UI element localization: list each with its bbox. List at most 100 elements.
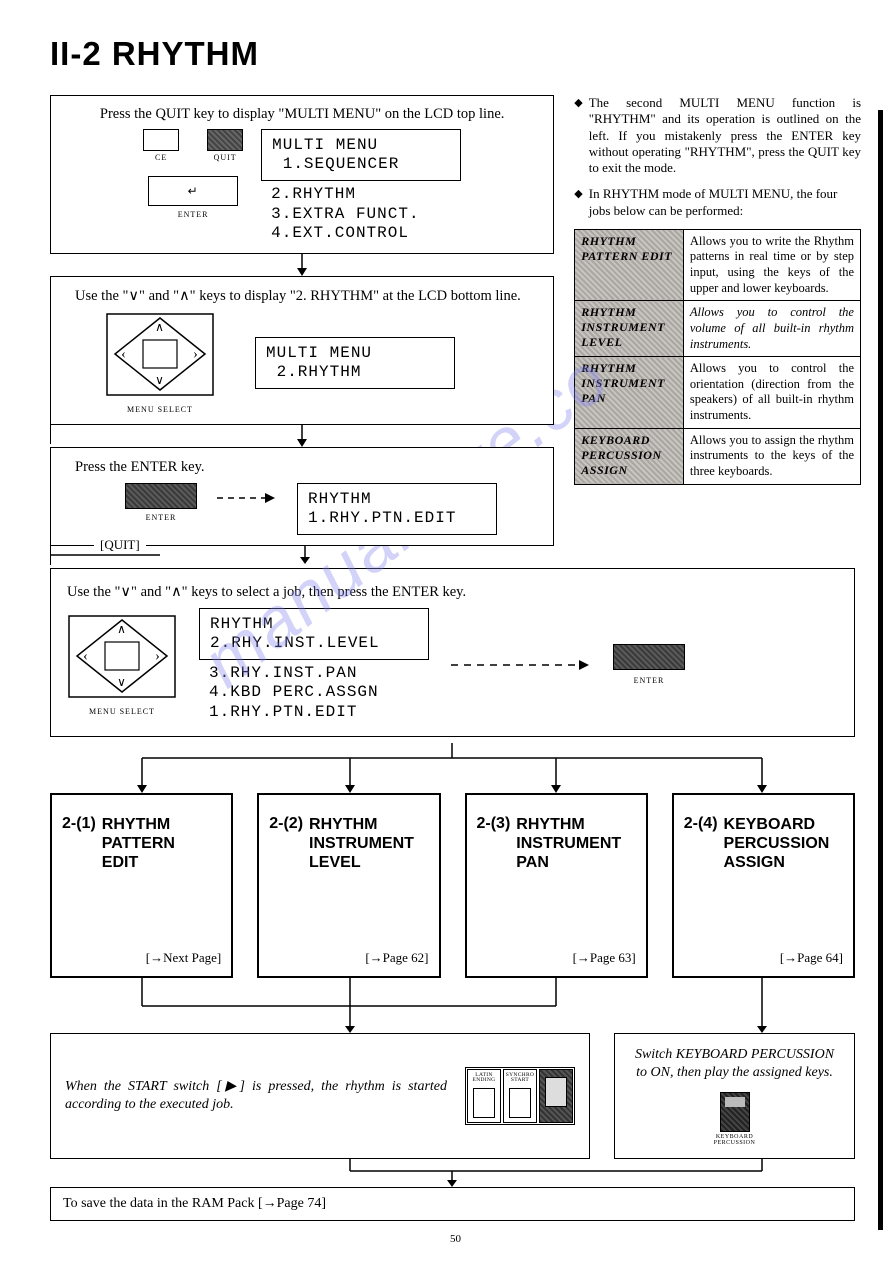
- svg-text:∨: ∨: [117, 675, 127, 689]
- branch-connector-icon: [50, 743, 855, 793]
- navpad-icon: ∧ ∨ ‹ ›: [67, 614, 177, 699]
- switch-2: SYNCHRO START: [503, 1069, 537, 1123]
- page-edge-bar: [878, 110, 883, 1230]
- job-label: RHYTHM PATTERN EDIT: [575, 229, 684, 301]
- step4-nav-label: MENU SELECT: [89, 707, 155, 716]
- step1-lcd-box: MULTI MENU 1.SEQUENCER: [261, 129, 461, 181]
- step3-lcd-box: RHYTHM 1.RHY.PTN.EDIT: [297, 483, 497, 535]
- side-para-1: ◆ The second MULTI MENU function is "RHY…: [574, 95, 861, 176]
- arrow-down-2: [50, 425, 554, 447]
- option-box-3: 2-(3) RHYTHM INSTRUMENT PAN [→Page 63]: [465, 793, 648, 978]
- step4-lcd-sub: 3.RHY.INST.PAN 4.KBD PERC.ASSGN 1.RHY.PT…: [199, 660, 429, 722]
- rhythm-jobs-table: RHYTHM PATTERN EDIT Allows you to write …: [574, 229, 861, 485]
- option-box-2: 2-(2) RHYTHM INSTRUMENT LEVEL [→Page 62]: [257, 793, 440, 978]
- svg-text:‹: ‹: [83, 649, 89, 664]
- step3-enter-label: ENTER: [146, 513, 177, 522]
- side-para-2: ◆ In RHYTHM mode of MULTI MENU, the four…: [574, 186, 861, 219]
- step1-box: Press the QUIT key to display "MULTI MEN…: [50, 95, 554, 254]
- job-label: KEYBOARD PERCUSSION ASSIGN: [575, 428, 684, 484]
- table-row: RHYTHM INSTRUMENT PAN Allows you to cont…: [575, 357, 861, 429]
- job-desc: Allows you to control the volume of all …: [683, 301, 860, 357]
- options-row: 2-(1) RHYTHM PATTERN EDIT [→Next Page] 2…: [50, 793, 855, 978]
- step1-keys: CE QUIT ↵ ENTER: [143, 129, 243, 219]
- kbd-perc-label: KEYBOARD PERCUSSION: [714, 1134, 756, 1146]
- save-box: To save the data in the RAM Pack [→Page …: [50, 1187, 855, 1221]
- option-name: RHYTHM INSTRUMENT PAN: [516, 815, 621, 873]
- svg-text:‹: ‹: [121, 347, 127, 362]
- bottom-row: When the START switch [▶] is pressed, th…: [50, 1033, 855, 1159]
- page-number: 50: [50, 1233, 861, 1245]
- bottom-connector-icon: [50, 978, 855, 1033]
- dash-arrow-icon: [217, 483, 277, 513]
- svg-text:∨: ∨: [155, 373, 165, 387]
- step2-instruction: Use the "∨" and "∧" keys to display "2. …: [75, 287, 541, 306]
- step2-lcd-box: MULTI MENU 2.RHYTHM: [255, 337, 455, 389]
- flow-column: Press the QUIT key to display "MULTI MEN…: [50, 95, 554, 564]
- step3-box: Press the ENTER key. ENTER RHYTHM 1.RHY.…: [50, 447, 554, 546]
- start-switch-text: When the START switch [▶] is pressed, th…: [65, 1078, 447, 1114]
- svg-text:›: ›: [155, 649, 161, 664]
- enter-key: ↵ ENTER: [148, 176, 238, 219]
- step4-instruction: Use the "∨" and "∧" keys to select a job…: [67, 583, 838, 602]
- option-page: [→Page 62]: [269, 950, 428, 966]
- kbd-perc-switch: KEYBOARD PERCUSSION: [714, 1092, 756, 1146]
- side-column: ◆ The second MULTI MENU function is "RHY…: [574, 95, 861, 564]
- step3-instruction: Press the ENTER key.: [75, 458, 541, 477]
- side-para-2-text: In RHYTHM mode of MULTI MENU, the four j…: [589, 186, 861, 219]
- diamond-bullet-icon: ◆: [574, 186, 582, 219]
- switch-3: [539, 1069, 573, 1123]
- quit-label: [QUIT]: [94, 537, 146, 553]
- job-desc: Allows you to control the orientation (d…: [683, 357, 860, 429]
- svg-text:∧: ∧: [117, 622, 127, 636]
- switch-1: LATIN ENDING: [467, 1069, 501, 1123]
- diamond-bullet-icon: ◆: [574, 95, 582, 176]
- job-desc: Allows you to write the Rhythm patterns …: [683, 229, 860, 301]
- start-switch-box: When the START switch [▶] is pressed, th…: [50, 1033, 590, 1159]
- step3-enter-key: ENTER: [125, 483, 197, 522]
- job-label: RHYTHM INSTRUMENT LEVEL: [575, 301, 684, 357]
- table-row: KEYBOARD PERCUSSION ASSIGN Allows you to…: [575, 428, 861, 484]
- job-label: RHYTHM INSTRUMENT PAN: [575, 357, 684, 429]
- option-page: [→Page 64]: [684, 950, 843, 966]
- step4-lcd: RHYTHM 2.RHY.INST.LEVEL 3.RHY.INST.PAN 4…: [199, 608, 429, 722]
- job-desc: Allows you to assign the rhythm instrume…: [683, 428, 860, 484]
- option-page: [→Page 63]: [477, 950, 636, 966]
- kbd-perc-text: Switch KEYBOARD PERCUSSION to ON, then p…: [629, 1046, 840, 1082]
- step4-lcd-box: RHYTHM 2.RHY.INST.LEVEL: [199, 608, 429, 660]
- ce-key-label: CE: [155, 153, 167, 162]
- kbd-perc-box: Switch KEYBOARD PERCUSSION to ON, then p…: [614, 1033, 855, 1159]
- dash-arrow-icon: [451, 650, 591, 680]
- option-box-4: 2-(4) KEYBOARD PERCUSSION ASSIGN [→Page …: [672, 793, 855, 978]
- branches: 2-(1) RHYTHM PATTERN EDIT [→Next Page] 2…: [50, 743, 861, 1221]
- final-connector-icon: [50, 1159, 855, 1187]
- option-num: 2-(1): [62, 815, 96, 873]
- table-row: RHYTHM PATTERN EDIT Allows you to write …: [575, 229, 861, 301]
- option-num: 2-(4): [684, 815, 718, 873]
- step1-instruction: Press the QUIT key to display "MULTI MEN…: [63, 106, 541, 123]
- manual-page: manualslive.co II-2 RHYTHM Press the QUI…: [0, 0, 891, 1270]
- step1-lcd-sub: 2.RHYTHM 3.EXTRA FUNCT. 4.EXT.CONTROL: [261, 181, 461, 243]
- quit-key: QUIT: [207, 129, 243, 162]
- step1-lcd: MULTI MENU 1.SEQUENCER 2.RHYTHM 3.EXTRA …: [261, 129, 461, 243]
- page-title: II-2 RHYTHM: [50, 35, 861, 73]
- step4-enter-key: ENTER: [613, 644, 685, 685]
- switch-panel: LATIN ENDING SYNCHRO START: [465, 1067, 575, 1125]
- svg-text:∧: ∧: [155, 320, 165, 334]
- svg-text:›: ›: [193, 347, 199, 362]
- option-num: 2-(2): [269, 815, 303, 873]
- step2-box: Use the "∨" and "∧" keys to display "2. …: [50, 276, 554, 425]
- arrow-down-1: [50, 254, 554, 276]
- enter-arrow-icon: ↵: [188, 184, 199, 199]
- option-box-1: 2-(1) RHYTHM PATTERN EDIT [→Next Page]: [50, 793, 233, 978]
- step4-box: Use the "∨" and "∧" keys to select a job…: [50, 568, 855, 737]
- navpad-icon: ∧ ∨ ‹ ›: [105, 312, 215, 397]
- step2-navpad: ∧ ∨ ‹ › MENU SELECT: [105, 312, 215, 414]
- option-name: KEYBOARD PERCUSSION ASSIGN: [724, 815, 830, 873]
- main-columns: Press the QUIT key to display "MULTI MEN…: [50, 95, 861, 564]
- option-name: RHYTHM INSTRUMENT LEVEL: [309, 815, 414, 873]
- option-page: [→Next Page]: [62, 950, 221, 966]
- step4-navpad: ∧ ∨ ‹ › MENU SELECT: [67, 614, 177, 716]
- option-num: 2-(3): [477, 815, 511, 873]
- step4-enter-label: ENTER: [634, 676, 665, 685]
- table-row: RHYTHM INSTRUMENT LEVEL Allows you to co…: [575, 301, 861, 357]
